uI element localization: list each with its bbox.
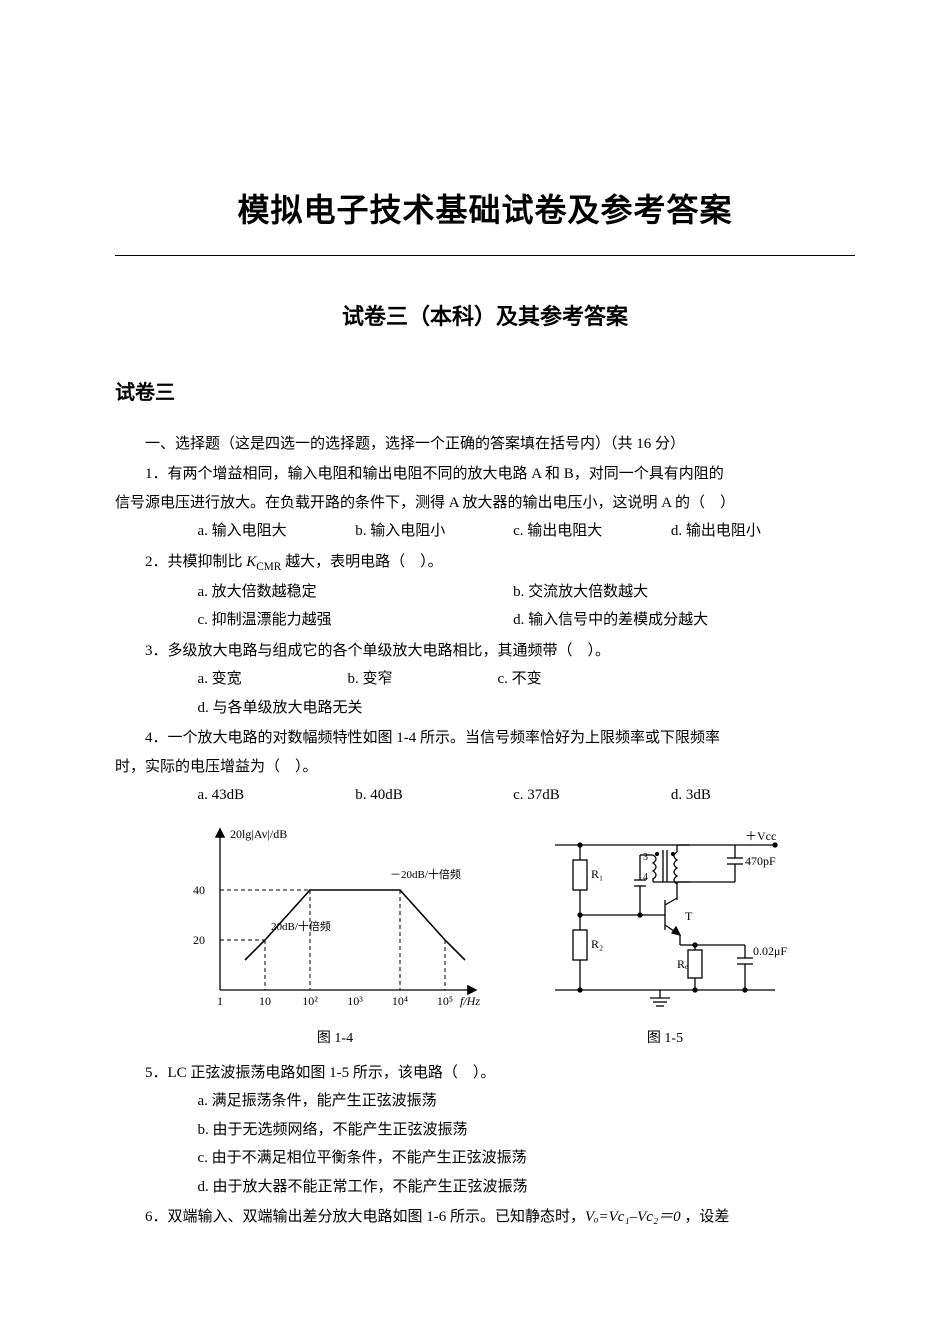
q5-opt-a: a. 满足振荡条件，能产生正弦波振荡 — [198, 1087, 856, 1116]
xtick-1k: 10³ — [347, 994, 363, 1008]
q2-sub: CMR — [256, 561, 281, 573]
t-pin4: 4 — [643, 872, 648, 883]
q3-opt-d: d. 与各单级放大电路无关 — [198, 694, 487, 723]
q5-options: a. 满足振荡条件，能产生正弦波振荡 b. 由于无选频网络，不能产生正弦波振荡 … — [115, 1087, 855, 1201]
question-4: 4．一个放大电路的对数幅频特性如图 1-4 所示。当信号频率恰好为上限频率或下限… — [115, 724, 855, 810]
bode-plot: 20 40 1 10 10² 10³ 10⁴ 10⁵ 20lg|Av|/dB f… — [175, 820, 495, 1020]
q1-opt-b: b. 输入电阻小 — [355, 517, 513, 546]
q6-text-b: ，设差 — [681, 1209, 730, 1225]
q2-line: 2．共模抑制比 KCMR 越大，表明电路（ ）。 — [115, 548, 855, 578]
xtick-1: 1 — [217, 994, 223, 1008]
question-1: 1．有两个增益相同，输入电阻和输出电阻不同的放大电路 A 和 B，对同一个具有内… — [115, 460, 855, 546]
xtick-10k: 10⁴ — [392, 994, 408, 1008]
q1-opt-d: d. 输出电阻小 — [671, 517, 829, 546]
q5-opt-c: c. 由于不满足相位平衡条件，不能产生正弦波振荡 — [198, 1144, 856, 1173]
ytick-20: 20 — [193, 933, 205, 947]
subtitle: 试卷三（本科）及其参考答案 — [115, 296, 855, 338]
xtick-100: 10² — [302, 994, 318, 1008]
q6-text-a: 双端输入、双端输出差分放大电路如图 1-6 所示。已知静态时， — [168, 1209, 586, 1225]
q2-opt-b: b. 交流放大倍数越大 — [513, 578, 829, 607]
q2-num: 2． — [145, 554, 168, 570]
q1-opt-a: a. 输入电阻大 — [198, 517, 356, 546]
ylabel: 20lg|Av|/dB — [230, 827, 287, 841]
q4-options: a. 43dB b. 40dB c. 37dB d. 3dB — [115, 781, 855, 810]
question-3: 3．多级放大电路与组成它的各个单级放大电路相比，其通频带（ ）。 a. 变宽 b… — [115, 637, 855, 723]
t-label: T — [685, 909, 693, 923]
q5-line: 5．LC 正弦波振荡电路如图 1-5 所示，该电路（ ）。 — [115, 1059, 855, 1088]
ytick-40: 40 — [193, 883, 205, 897]
q2-opt-c: c. 抑制温漂能力越强 — [198, 606, 514, 635]
question-2: 2．共模抑制比 KCMR 越大，表明电路（ ）。 a. 放大倍数越稳定 b. 交… — [115, 548, 855, 635]
q2-opt-d: d. 输入信号中的差模成分越大 — [513, 606, 829, 635]
q5-num: 5． — [145, 1065, 168, 1081]
slope-down-label: －20dB/十倍频 — [390, 867, 461, 881]
q2-sym: K — [246, 554, 256, 570]
section-stem: 一、选择题（这是四选一的选择题，选择一个正确的答案填在括号内）（共 16 分） — [115, 430, 855, 459]
q4-text: 一个放大电路的对数幅频特性如图 1-4 所示。当信号频率恰好为上限频率或下限频率 — [168, 730, 721, 746]
re-label: Rₑ — [677, 957, 688, 971]
r1-label: R₁ — [591, 867, 603, 881]
q3-num: 3． — [145, 643, 168, 659]
xtick-100k: 10⁵ — [437, 994, 453, 1008]
t-pin3: 3 — [643, 852, 648, 863]
q1-options: a. 输入电阻大 b. 输入电阻小 c. 输出电阻大 d. 输出电阻小 — [115, 517, 855, 546]
q5-opt-b: b. 由于无选频网络，不能产生正弦波振荡 — [198, 1116, 856, 1145]
c2-label: 0.02μF — [753, 944, 787, 958]
xlabel: f/Hz — [460, 994, 480, 1008]
r2-label: R₂ — [591, 937, 603, 951]
q4-num: 4． — [145, 730, 168, 746]
c1-label: 470pF — [745, 854, 776, 868]
q1-line1: 1．有两个增益相同，输入电阻和输出电阻不同的放大电路 A 和 B，对同一个具有内… — [115, 460, 855, 489]
q2-options: a. 放大倍数越稳定 b. 交流放大倍数越大 c. 抑制温漂能力越强 d. 输入… — [115, 578, 855, 635]
q1-text: 有两个增益相同，输入电阻和输出电阻不同的放大电路 A 和 B，对同一个具有内阻的 — [168, 466, 724, 482]
q1-opt-c: c. 输出电阻大 — [513, 517, 671, 546]
q3-text: 多级放大电路与组成它的各个单级放大电路相比，其通频带（ ）。 — [168, 643, 611, 659]
q3-opt-a: a. 变宽 — [198, 665, 348, 694]
fig14-caption: 图 1-4 — [175, 1026, 495, 1053]
figure-1-5: ＋Vcc 470pF 3 4 — [535, 820, 795, 1053]
q1-num: 1． — [145, 466, 168, 482]
q4-opt-c: c. 37dB — [513, 781, 671, 810]
q6-num: 6． — [145, 1209, 168, 1225]
question-6: 6．双端输入、双端输出差分放大电路如图 1-6 所示。已知静态时，Vₒ=Vc₁–… — [115, 1203, 855, 1232]
q6-eq: Vₒ=Vc₁–Vc₂＝0 — [585, 1209, 681, 1225]
q6-line: 6．双端输入、双端输出差分放大电路如图 1-6 所示。已知静态时，Vₒ=Vc₁–… — [115, 1203, 855, 1232]
lc-oscillator-circuit: ＋Vcc 470pF 3 4 — [535, 820, 795, 1020]
q1-line2: 信号源电压进行放大。在负载开路的条件下，测得 A 放大器的输出电压小，这说明 A… — [115, 489, 855, 518]
q2-text-b: 越大，表明电路（ ）。 — [281, 554, 442, 570]
q5-opt-d: d. 由于放大器不能正常工作，不能产生正弦波振荡 — [198, 1173, 856, 1202]
title-underline — [115, 255, 855, 256]
q4-line1: 4．一个放大电路的对数幅频特性如图 1-4 所示。当信号频率恰好为上限频率或下限… — [115, 724, 855, 753]
q3-line: 3．多级放大电路与组成它的各个单级放大电路相比，其通频带（ ）。 — [115, 637, 855, 666]
q4-line2: 时，实际的电压增益为（ ）。 — [115, 753, 855, 782]
q3-options: a. 变宽 b. 变窄 c. 不变 d. 与各单级放大电路无关 — [115, 665, 855, 722]
q5-text: LC 正弦波振荡电路如图 1-5 所示，该电路（ ）。 — [168, 1065, 496, 1081]
figure-row: 20 40 1 10 10² 10³ 10⁴ 10⁵ 20lg|Av|/dB f… — [115, 820, 855, 1053]
doc-title: 模拟电子技术基础试卷及参考答案 — [115, 180, 855, 241]
fig15-caption: 图 1-5 — [535, 1026, 795, 1053]
q2-opt-a: a. 放大倍数越稳定 — [198, 578, 514, 607]
xtick-10: 10 — [259, 994, 271, 1008]
vcc-label: ＋Vcc — [745, 829, 776, 843]
q2-text-a: 共模抑制比 — [168, 554, 247, 570]
q4-opt-a: a. 43dB — [198, 781, 356, 810]
question-5: 5．LC 正弦波振荡电路如图 1-5 所示，该电路（ ）。 a. 满足振荡条件，… — [115, 1059, 855, 1202]
slope-up-label: 20dB/十倍频 — [271, 919, 331, 933]
q4-opt-b: b. 40dB — [355, 781, 513, 810]
q4-opt-d: d. 3dB — [671, 781, 829, 810]
figure-1-4: 20 40 1 10 10² 10³ 10⁴ 10⁵ 20lg|Av|/dB f… — [175, 820, 495, 1053]
q3-opt-b: b. 变窄 — [348, 665, 498, 694]
q3-opt-c: c. 不变 — [498, 665, 648, 694]
section-name: 试卷三 — [115, 374, 855, 412]
